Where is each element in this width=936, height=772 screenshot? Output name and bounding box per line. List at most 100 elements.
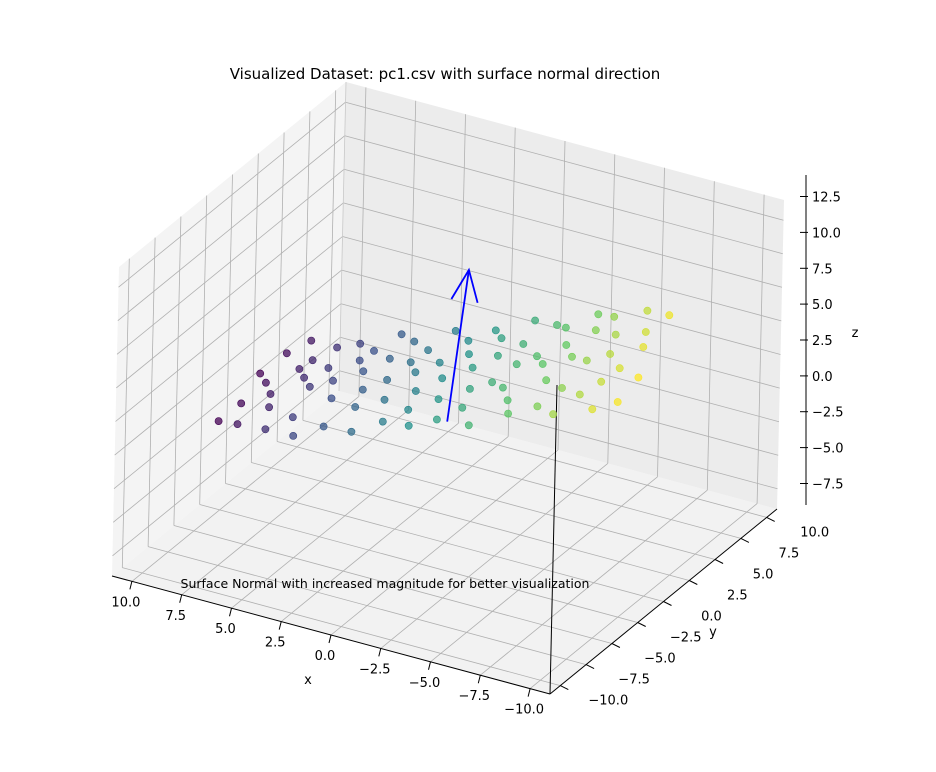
z-tick-label: −7.5 (812, 478, 844, 493)
y-tick (714, 559, 724, 564)
scatter-point (288, 413, 297, 422)
scatter-point (266, 390, 275, 398)
scatter-point (307, 336, 316, 345)
z-grid-side (113, 303, 342, 490)
pane-edge (338, 81, 347, 392)
scatter-point (411, 368, 420, 377)
scatter-point (549, 410, 557, 419)
scatter-point (265, 403, 273, 412)
z-grid-side (116, 168, 345, 355)
scatter-point (611, 330, 620, 339)
scatter-point (356, 339, 365, 348)
scatter-point (261, 378, 270, 387)
x-tick (527, 688, 531, 697)
z-grid-back (340, 303, 780, 423)
z-grid-side (118, 101, 346, 288)
surface-normal-vector (446, 267, 479, 422)
scatter-point (214, 417, 223, 425)
y-tick (585, 664, 595, 670)
z-grid-back (340, 336, 779, 456)
x-tick (179, 594, 183, 603)
x-tick-label: −5.0 (409, 676, 441, 691)
scatter-point (594, 310, 603, 319)
scatter-point (355, 356, 364, 365)
y-axis-label: y (709, 625, 717, 640)
normal-arrow-head (450, 267, 479, 304)
z-tick-label: 0.0 (812, 370, 833, 385)
y-tick (611, 643, 621, 648)
scatter-point (438, 374, 447, 383)
z-tick-label: 2.5 (812, 334, 833, 349)
x-tick-label: 5.0 (215, 622, 236, 637)
annotation-text: Surface Normal with increased magnitude … (181, 576, 590, 591)
y-tick-label: −7.5 (618, 673, 650, 688)
scatter-point (380, 395, 389, 404)
y-tick (663, 601, 672, 606)
y-grid-floor (251, 462, 690, 581)
scatter-point (329, 376, 337, 385)
y-grid-floor (199, 504, 638, 623)
scatter-point (464, 421, 473, 430)
scatter-point (347, 427, 356, 436)
y-grid-floor (328, 399, 767, 518)
scatter-point (359, 367, 368, 376)
x-tick (428, 661, 431, 670)
scatter-point (282, 349, 291, 358)
scatter-point (324, 364, 333, 372)
z-tick-label: −2.5 (812, 406, 844, 421)
scatter-point (615, 364, 624, 373)
y-tick (689, 580, 698, 585)
scatter-point (562, 323, 570, 332)
scatter-point (327, 394, 336, 403)
z-tick-label: 5.0 (812, 298, 833, 313)
y-tick (560, 685, 569, 691)
scatter-point (308, 356, 317, 365)
x-tick-label: 7.5 (165, 609, 186, 624)
x-tick-label: −7.5 (459, 689, 491, 704)
y-grid-floor (122, 567, 561, 686)
scatter-point (465, 350, 473, 358)
y-grid-floor (302, 420, 742, 539)
z-tick-label: 7.5 (812, 262, 833, 277)
x-tick (477, 675, 481, 684)
z-grid-side (114, 269, 342, 456)
scatter-point (542, 376, 551, 385)
scatter-point (504, 409, 512, 418)
scatter-point (533, 352, 541, 361)
y-tick-label: 5.0 (753, 568, 774, 583)
scatter-point (643, 306, 652, 315)
axes-panes (112, 82, 784, 694)
y-tick-label: 10.0 (800, 525, 829, 540)
scatter-point (641, 328, 650, 336)
x-tick (278, 621, 282, 630)
scatter-point (533, 402, 542, 411)
y-grid-floor (276, 441, 716, 560)
scatter-point (404, 421, 413, 430)
z-grid-side (116, 202, 344, 389)
z-axis-ticks: −7.5 −5.0 −2.5 0.0 2.5 5.0 7.5 10.0 12.5 (800, 175, 844, 505)
scatter-point (451, 326, 460, 335)
scatter-point (498, 383, 507, 392)
y-axis-ticks: −10.0 −7.5 −5.0 −2.5 0.0 2.5 5.0 7.510.0 (560, 516, 829, 709)
scatter-point (588, 405, 597, 414)
z-tick-label: −5.0 (812, 442, 844, 457)
scatter-point (233, 420, 242, 428)
scatter-point (432, 415, 441, 424)
scatter-point (538, 360, 547, 368)
scatter-point (553, 321, 561, 329)
x-tick (378, 648, 382, 657)
scatter-point (424, 346, 432, 354)
scatter-point (256, 369, 265, 378)
y-tick (637, 622, 646, 627)
y-tick-label: 0.0 (701, 610, 722, 625)
scatter-point (613, 398, 622, 406)
x-axis-label: x (304, 673, 312, 688)
x-tick (129, 581, 133, 590)
scatter-point (289, 431, 298, 440)
scatter-point (575, 390, 584, 399)
scatter-point (358, 385, 367, 394)
y-tick (766, 516, 775, 522)
z-axis-line (549, 384, 558, 695)
scatter-point (491, 326, 500, 335)
x-axis-ticks: −10.0 −7.5 −5.0 −2.5 0.0 2.5 5.0 7.5 10.0 (111, 581, 544, 718)
